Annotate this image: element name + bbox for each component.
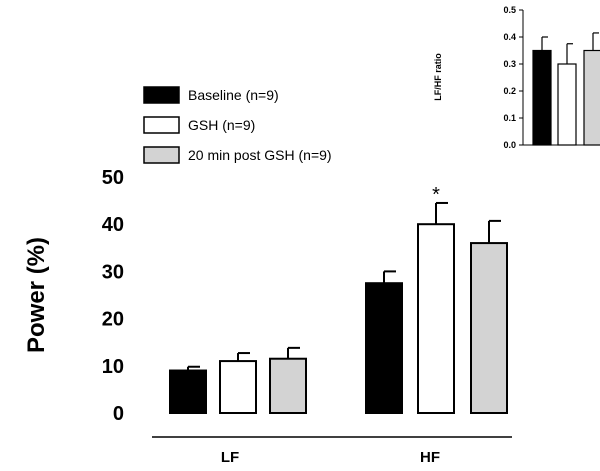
legend-label-gsh-n-9: GSH (n=9) [188,117,255,133]
inset-y-axis-label: LF/HF ratio [433,53,443,101]
bar-hf-gsh-n-9 [417,223,455,414]
bar-lf-baseline-n-9 [169,369,207,414]
bar-hf-20-min-post-gsh-n-9 [470,242,508,414]
inset-y-tick-label: 0.1 [503,113,516,123]
inset-bar-gsh-n-9 [557,63,577,146]
legend-swatch-baseline-n-9 [143,86,180,104]
inset-bar-20-min-post-gsh-n-9 [583,49,600,146]
main-y-ticks: 0 10 20 30 40 50 [102,167,124,425]
inset-y-tick-label: 0.5 [503,5,516,15]
bar-lf-gsh-n-9 [219,360,257,414]
inset-y-tick-label: 0.2 [503,86,516,96]
inset-bar-baseline-n-9 [532,49,552,146]
significance-asterisk: * [432,184,440,206]
inset-bars [532,32,600,146]
main-x-categories: LF HF [221,449,440,466]
legend-swatch-gsh-n-9 [143,116,180,134]
main-bars: * [169,184,508,415]
main-y-tick-label: 30 [102,261,124,283]
main-y-tick-label: 40 [102,214,124,236]
inset-y-tick-label: 0.3 [503,59,516,69]
main-y-tick-label: 20 [102,309,124,331]
bar-lf-20-min-post-gsh-n-9 [269,357,307,414]
legend-swatch-20-min-post-gsh-n-9 [143,146,180,164]
main-y-tick-label: 50 [102,167,124,189]
category-label-hf: HF [420,449,440,466]
main-y-tick-label: 10 [102,356,124,378]
main-y-axis-label: Power (%) [23,237,50,353]
inset-y-tick-label: 0.4 [503,32,516,42]
legend: Baseline (n=9) GSH (n=9) 20 min post GSH (… [143,86,332,164]
bar-hf-baseline-n-9 [365,282,403,415]
main-y-tick-label: 0 [113,403,124,425]
legend-label-20-min-post-gsh-n-9: 20 min post GSH (n=9) [188,147,332,163]
legend-label-baseline-n-9: Baseline (n=9) [188,87,279,103]
category-label-lf: LF [221,449,239,466]
inset-y-tick-label: 0.0 [503,140,516,150]
inset-y-ticks: 0.0 0.1 0.2 0.3 0.4 0.5 [503,5,523,150]
